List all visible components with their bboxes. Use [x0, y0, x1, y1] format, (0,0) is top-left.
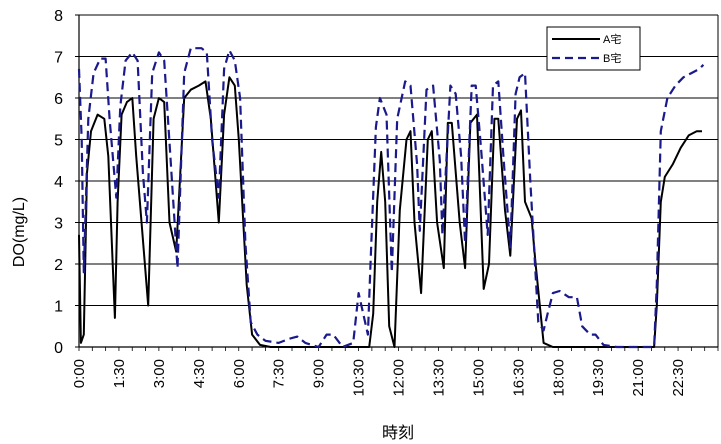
y-tick-label: 0: [54, 340, 63, 357]
x-tick-label: 3:00: [151, 359, 168, 388]
x-axis-title: 時刻: [382, 424, 414, 442]
x-tick-label: 10:30: [351, 359, 368, 397]
y-axis-title: DO(mg/L): [11, 197, 28, 267]
y-tick-label: 8: [54, 8, 63, 25]
x-tick-label: 12:00: [391, 359, 408, 397]
legend: A宅 B宅: [546, 26, 641, 71]
x-tick-label: 0:00: [71, 359, 88, 388]
y-tick-label: 2: [54, 257, 63, 274]
y-tick-label: 7: [54, 50, 63, 67]
legend-box: [546, 26, 641, 71]
x-tick-label: 13:30: [430, 359, 447, 397]
x-tick-label: 1:30: [111, 359, 128, 388]
legend-label-b: B宅: [603, 51, 621, 65]
x-tick-label: 4:30: [191, 359, 208, 388]
x-tick-label: 21:00: [630, 359, 647, 397]
x-tick-label: 15:00: [470, 359, 487, 397]
y-tick-labels: 0 1 2 3 4 5 6 7 8: [54, 8, 63, 357]
y-tick-label: 6: [54, 91, 63, 108]
y-tick-label: 1: [54, 299, 63, 316]
x-tick-label: 9:00: [311, 359, 328, 388]
series-line-a: [78, 76, 702, 348]
y-tick-label: 3: [54, 216, 63, 233]
x-tick-label: 18:00: [550, 359, 567, 397]
x-tick-label: 6:00: [231, 359, 248, 388]
series-line-b: [77, 47, 705, 349]
y-tick-label: 5: [54, 133, 63, 150]
y-tick-label: 4: [54, 174, 63, 191]
legend-label-a: A宅: [603, 32, 621, 46]
x-tick-label: 22:30: [670, 359, 687, 397]
series-lines: [77, 47, 705, 349]
x-tick-label: 16:30: [510, 359, 527, 397]
x-tick-labels: 0:00 1:30 3:00 4:30 6:00 7:30 9:00 10:30 12:00 13…: [71, 359, 687, 397]
x-tick-label: 7:30: [271, 359, 288, 388]
x-tick-label: 19:30: [590, 359, 607, 397]
